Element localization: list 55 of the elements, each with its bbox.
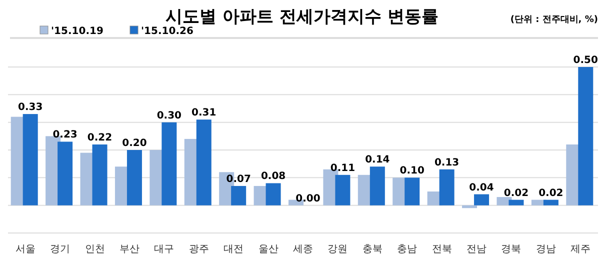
bar [370,166,385,206]
x-tick-label: 경남 [536,244,556,255]
data-label: 0.10 [400,166,424,177]
bar [474,194,490,206]
data-label: 0.33 [18,102,43,114]
x-tick-label: 대전 [224,244,244,255]
x-tick-label: 부산 [119,244,140,255]
x-tick-label: 광주 [188,244,209,255]
x-tick-label: 제주 [570,244,591,255]
data-label: 0.00 [296,193,320,204]
title: 시도별 아파트 전세가격지수 변동률 [166,7,438,27]
x-tick-label: 경기 [50,244,70,255]
bar [196,120,212,206]
x-tick-label: 인천 [84,244,105,255]
data-label: 0.08 [260,171,286,182]
data-label: 0.13 [434,157,460,168]
legend-label: '15.10.19 [51,26,104,37]
bar [543,200,558,206]
bar [462,205,478,208]
x-tick-label: 전북 [432,244,452,255]
x-tick-label: 전남 [466,244,487,255]
bar [335,174,350,206]
data-label: 0.14 [365,154,390,166]
bar [404,178,420,206]
bar [231,186,246,206]
data-label: 0.20 [122,138,147,149]
data-label: 0.30 [156,110,182,122]
data-label: 0.02 [504,188,529,199]
data-label: 0.22 [87,132,112,144]
x-tick-label: 울산 [258,244,278,255]
x-tick-label: 충북 [362,244,382,255]
data-label: 0.04 [469,182,494,194]
x-tick-label: 대구 [154,244,174,255]
bar [266,183,281,206]
data-label: 0.02 [538,188,564,199]
text: (단위 : 전주대비, %) [510,15,598,25]
data-label: 0.07 [226,174,251,185]
legend-label: '15.10.26 [141,26,194,37]
bar [92,144,108,206]
bar [508,200,524,206]
data-label: 0.23 [52,130,78,141]
data-label: 0.50 [573,55,598,66]
x-tick-label: 세종 [293,244,313,255]
bar [22,114,38,206]
data-label: 0.11 [330,162,356,174]
x-tick-label: 경북 [501,244,522,255]
x-tick-label: 강원 [328,244,348,255]
bar [162,122,177,206]
bar [126,150,142,206]
x-tick-label: 서울 [15,244,36,255]
x-tick-label: 충남 [397,244,418,255]
bar [58,142,73,206]
bar [439,169,454,206]
data-label: 0.31 [192,108,216,119]
bar [578,67,594,206]
